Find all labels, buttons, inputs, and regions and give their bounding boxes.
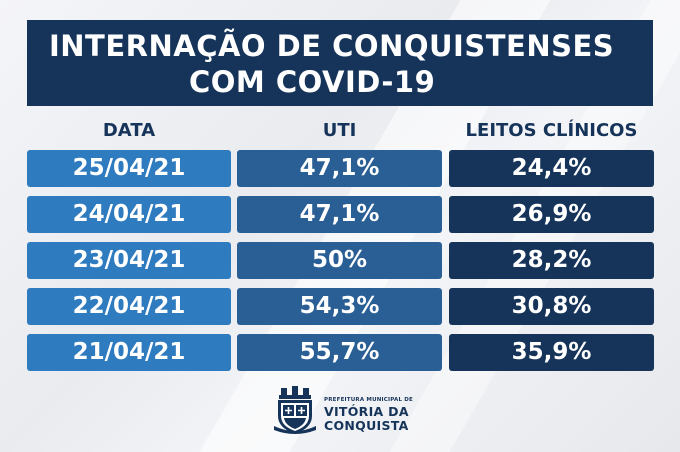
title-banner: INTERNAÇÃO DE CONQUISTENSES COM COVID-19 [27,20,653,106]
uti-cell: 55,7% [237,334,442,371]
uti-cell: 50% [237,242,442,279]
prefeitura-logo: PREFEITURA MUNICIPAL DE VITÓRIA DA CONQU… [272,386,414,438]
leitos-cell: 24,4% [449,150,654,187]
uti-cell: 47,1% [237,196,442,233]
leitos-cell: 26,9% [449,196,654,233]
leitos-cell: 35,9% [449,334,654,371]
uti-cell: 47,1% [237,150,442,187]
uti-cell: 54,3% [237,288,442,325]
date-cell: 22/04/21 [27,288,231,325]
table-row: 25/04/21 47,1% 24,4% [0,150,680,187]
logo-text-line-1: VITÓRIA DA [324,404,409,419]
date-cell: 24/04/21 [27,196,231,233]
table-row: 24/04/21 47,1% 26,9% [0,196,680,233]
logo-small-text: PREFEITURA MUNICIPAL DE [324,397,414,403]
logo-text-line-2: CONQUISTA [324,418,409,433]
page-title-line-1: INTERNAÇÃO DE CONQUISTENSES [49,29,615,63]
column-header-data: DATA [102,120,156,141]
city-coat-of-arms-icon [274,386,316,434]
table-row: 21/04/21 55,7% 35,9% [0,334,680,371]
leitos-cell: 28,2% [449,242,654,279]
date-cell: 23/04/21 [27,242,231,279]
leitos-cell: 30,8% [449,288,654,325]
date-cell: 21/04/21 [27,334,231,371]
column-header-uti: UTI [322,120,357,141]
table-row: 22/04/21 54,3% 30,8% [0,288,680,325]
page-title-line-2: COM COVID-19 [189,65,436,99]
column-header-leitos-clinicos: LEITOS CLÍNICOS [465,120,638,141]
date-cell: 25/04/21 [27,150,231,187]
table-row: 23/04/21 50% 28,2% [0,242,680,279]
